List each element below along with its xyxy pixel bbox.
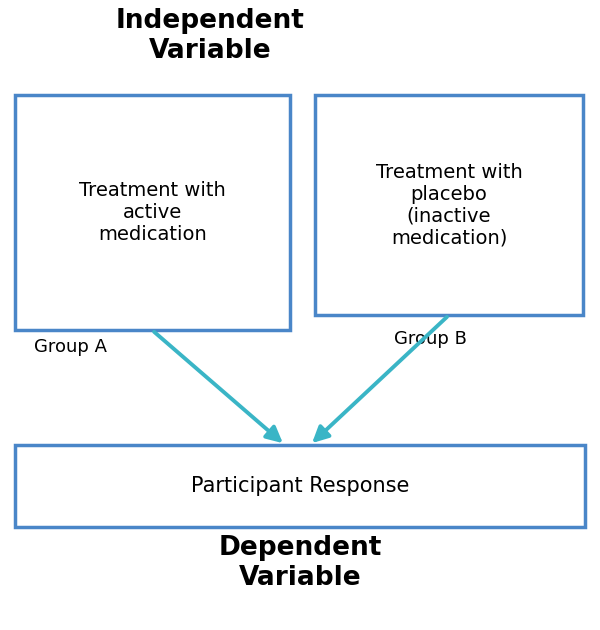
Text: Participant Response: Participant Response xyxy=(191,476,409,496)
FancyBboxPatch shape xyxy=(315,95,583,315)
Text: Dependent
Variable: Dependent Variable xyxy=(218,535,382,591)
Text: Group B: Group B xyxy=(394,330,466,348)
Text: Independent
Variable: Independent Variable xyxy=(116,8,304,64)
FancyBboxPatch shape xyxy=(15,95,290,330)
FancyBboxPatch shape xyxy=(15,445,585,527)
Text: Treatment with
active
medication: Treatment with active medication xyxy=(79,181,226,244)
Text: Treatment with
placebo
(inactive
medication): Treatment with placebo (inactive medicat… xyxy=(376,163,523,248)
Text: Group A: Group A xyxy=(34,338,107,356)
